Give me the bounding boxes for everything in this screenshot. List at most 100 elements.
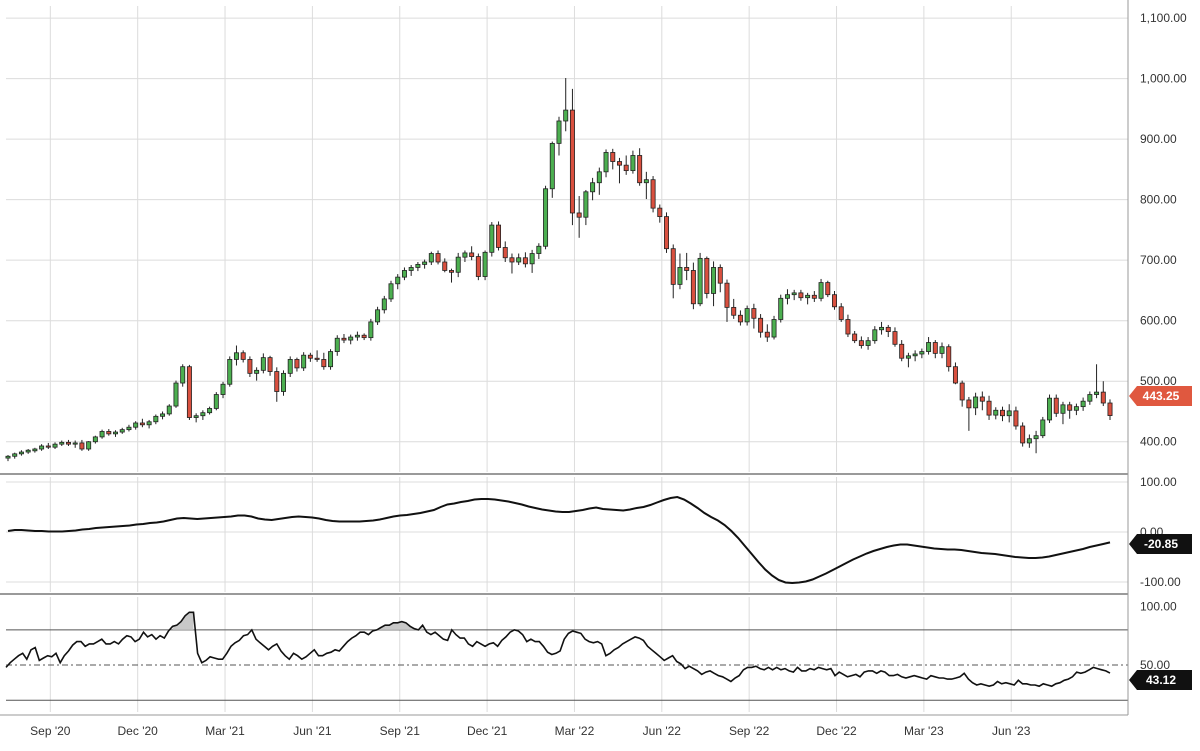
candle-body bbox=[771, 319, 777, 338]
candle bbox=[307, 352, 313, 362]
candle bbox=[1053, 394, 1059, 417]
y-tick-label: 700.00 bbox=[1140, 253, 1177, 267]
candle-body bbox=[1067, 404, 1073, 411]
candle bbox=[610, 148, 616, 170]
candle-body bbox=[879, 326, 885, 331]
y-tick-label: -100.00 bbox=[1140, 575, 1181, 589]
candle-body bbox=[160, 413, 166, 417]
x-tick-label: Dec '22 bbox=[816, 724, 857, 738]
oscillator-value-badge-bg bbox=[1129, 534, 1192, 554]
candle bbox=[872, 326, 878, 344]
candle-body bbox=[321, 359, 327, 368]
candle-body bbox=[939, 346, 945, 354]
candle-body bbox=[522, 257, 528, 265]
rsi-value-badge: 43.12 bbox=[1129, 670, 1192, 690]
candle bbox=[287, 356, 293, 377]
candle bbox=[583, 189, 589, 226]
candle-body bbox=[45, 445, 51, 448]
candle-body bbox=[737, 314, 743, 323]
candle-body bbox=[805, 294, 811, 299]
x-tick-label: Sep '21 bbox=[380, 724, 421, 738]
candle bbox=[146, 419, 152, 429]
last-price-badge-bg bbox=[1129, 386, 1192, 406]
candle bbox=[475, 253, 481, 281]
x-tick-label: Jun '23 bbox=[992, 724, 1031, 738]
candle-body bbox=[408, 267, 414, 271]
candle-body bbox=[724, 282, 730, 308]
candle bbox=[489, 222, 495, 257]
candle-body bbox=[193, 415, 199, 418]
candle-body bbox=[18, 451, 24, 455]
x-tick-label: Sep '22 bbox=[729, 724, 770, 738]
candle-body bbox=[274, 371, 280, 392]
candle bbox=[630, 150, 636, 174]
candle-body bbox=[32, 448, 38, 452]
candle-body bbox=[973, 396, 979, 409]
candle-body bbox=[677, 267, 683, 285]
candle bbox=[986, 395, 992, 420]
candle bbox=[254, 367, 260, 381]
candle bbox=[395, 274, 401, 290]
candle bbox=[1094, 364, 1100, 399]
candle-body bbox=[354, 334, 360, 338]
candle bbox=[186, 364, 192, 420]
axes-layer: Sep '20 Dec '20 Mar '21 Jun '21 Sep '21 Dec '… bbox=[0, 0, 1187, 738]
candle-body bbox=[563, 109, 569, 122]
candle bbox=[39, 444, 45, 451]
candle-body bbox=[39, 445, 45, 450]
candle bbox=[905, 352, 911, 368]
candle-body bbox=[670, 248, 676, 285]
candle-body bbox=[361, 334, 367, 339]
candle bbox=[556, 116, 562, 156]
candle-body bbox=[240, 352, 246, 360]
candle-body bbox=[401, 270, 407, 278]
candle bbox=[247, 356, 253, 377]
y-tick-label: 100.00 bbox=[1140, 599, 1177, 613]
candle-body bbox=[845, 319, 851, 335]
candle bbox=[650, 176, 656, 213]
candle bbox=[1020, 422, 1026, 447]
rsi-value-badge-bg bbox=[1129, 670, 1192, 690]
candle bbox=[677, 253, 683, 290]
candle-body bbox=[610, 152, 616, 162]
candle bbox=[879, 321, 885, 335]
candle bbox=[502, 241, 508, 262]
candle bbox=[758, 314, 764, 338]
candle-body bbox=[72, 442, 78, 445]
candle-body bbox=[791, 292, 797, 296]
candle-body bbox=[153, 415, 159, 423]
candle bbox=[415, 261, 421, 272]
candle bbox=[233, 345, 239, 366]
candle-body bbox=[583, 191, 589, 218]
candle-body bbox=[106, 431, 112, 435]
candle-body bbox=[966, 399, 972, 409]
candle bbox=[173, 380, 179, 408]
y-tick-label: 1,100.00 bbox=[1140, 11, 1187, 25]
candle bbox=[590, 177, 596, 201]
candle-body bbox=[25, 449, 31, 453]
candle bbox=[388, 280, 394, 302]
candle-body bbox=[905, 355, 911, 359]
candle bbox=[52, 442, 58, 450]
candle-body bbox=[919, 351, 925, 355]
candle-body bbox=[119, 429, 125, 433]
candle-body bbox=[233, 352, 239, 360]
candle bbox=[92, 435, 98, 444]
candle bbox=[5, 455, 11, 462]
candle-body bbox=[381, 298, 387, 311]
candle-body bbox=[92, 436, 98, 443]
candle bbox=[328, 349, 334, 370]
candle bbox=[1047, 394, 1053, 423]
candle bbox=[213, 392, 219, 411]
candle-body bbox=[1053, 397, 1059, 414]
candle bbox=[1087, 391, 1093, 405]
candle bbox=[496, 221, 502, 251]
candle bbox=[18, 450, 24, 456]
candle bbox=[166, 404, 172, 416]
candle bbox=[1073, 403, 1079, 416]
candle bbox=[321, 352, 327, 370]
candle bbox=[784, 289, 790, 305]
candle bbox=[670, 244, 676, 299]
candle bbox=[442, 258, 448, 273]
